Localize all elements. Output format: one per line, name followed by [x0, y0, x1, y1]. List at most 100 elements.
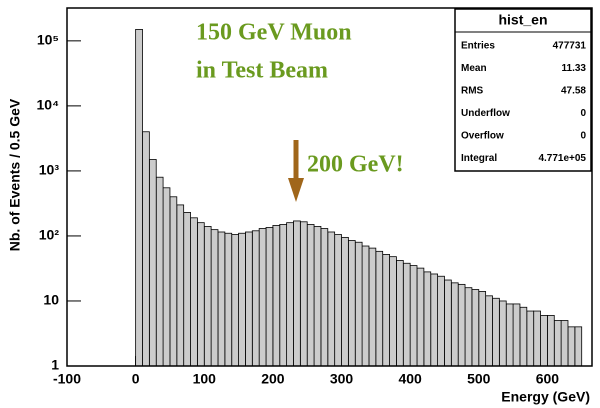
bar — [526, 310, 535, 367]
bar — [396, 260, 404, 367]
bar — [231, 234, 239, 367]
bar — [286, 222, 294, 367]
bar — [224, 232, 233, 367]
bar — [389, 256, 397, 367]
bar — [190, 217, 198, 367]
bar — [258, 228, 267, 367]
bar — [471, 289, 480, 367]
y-tick-label: 10³ — [39, 162, 60, 178]
stats-label: Integral — [461, 153, 497, 164]
stats-value: 0 — [580, 131, 586, 142]
bar — [382, 254, 390, 367]
bar — [574, 326, 583, 367]
stats-label: Overflow — [461, 131, 504, 142]
bar — [320, 228, 329, 367]
bar — [519, 306, 528, 367]
annotation: 150 GeV Muon — [196, 20, 352, 46]
bar — [162, 187, 171, 367]
bar — [409, 265, 418, 367]
bar — [512, 303, 521, 367]
y-tick-label: 10² — [39, 227, 60, 243]
bar — [560, 320, 569, 367]
bar — [203, 226, 212, 367]
bar — [183, 212, 191, 367]
stats-value: 0 — [580, 108, 586, 119]
stats-label: Mean — [461, 63, 487, 74]
bar — [245, 231, 253, 367]
stats-label: Entries — [461, 41, 495, 52]
bar — [293, 220, 301, 367]
plot-frame — [66, 7, 593, 367]
x-tick-label: 400 — [398, 371, 422, 387]
arrow-head — [288, 178, 304, 202]
bar — [546, 314, 555, 367]
bar — [299, 221, 308, 367]
bar — [347, 240, 356, 367]
stats-label: Underflow — [461, 108, 510, 119]
y-tick-label: 10⁴ — [37, 97, 60, 113]
bar — [540, 314, 548, 367]
bar — [155, 176, 164, 367]
x-tick-label: -100 — [53, 371, 81, 387]
bar — [334, 234, 342, 367]
x-tick-label: 500 — [467, 371, 491, 387]
bar — [444, 279, 452, 367]
y-axis-label: Nb. of Events / 0.5 GeV — [7, 98, 23, 251]
bar — [306, 224, 315, 367]
bar — [437, 275, 445, 367]
x-tick-label: 300 — [330, 371, 354, 387]
bar — [142, 131, 150, 367]
bar — [354, 241, 363, 367]
y-tick-label: 1 — [51, 357, 59, 373]
stats-box: hist_en Entries 477731 Mean 11.33 RMS 47.58 Un… — [454, 8, 592, 172]
bar — [341, 236, 349, 367]
bar — [327, 231, 336, 367]
bar — [169, 196, 178, 367]
bar — [265, 227, 274, 367]
bar — [176, 204, 185, 367]
bar — [492, 297, 500, 367]
bar — [450, 282, 459, 367]
bar — [478, 291, 487, 367]
stats-value: 4.771e+05 — [538, 153, 586, 164]
stats-label: RMS — [461, 86, 484, 97]
bar — [238, 232, 246, 367]
bar — [368, 247, 377, 367]
annotation: in Test Beam — [196, 58, 328, 84]
bar — [402, 262, 411, 367]
x-axis-label: Energy (GeV) — [501, 389, 590, 405]
y-tick-label: 10 — [43, 292, 59, 308]
bar — [505, 303, 514, 367]
bar — [313, 226, 322, 367]
bar — [279, 224, 288, 367]
bar — [464, 287, 473, 367]
bar — [375, 250, 384, 367]
bar — [553, 320, 562, 367]
bar — [457, 283, 466, 367]
bar — [217, 231, 226, 367]
stats-value: 47.58 — [561, 86, 586, 97]
bar — [196, 222, 205, 367]
bar — [361, 245, 370, 367]
bar — [533, 310, 541, 367]
bar — [210, 229, 219, 367]
x-tick-label: 600 — [536, 371, 560, 387]
bar — [485, 295, 493, 367]
stats-value: 11.33 — [562, 63, 587, 74]
bar — [135, 28, 143, 367]
x-tick-label: 0 — [132, 371, 140, 387]
bar — [416, 267, 425, 367]
bar — [423, 271, 432, 367]
y-tick-label: 10⁵ — [37, 32, 59, 48]
bar — [567, 326, 576, 367]
stats-frame — [454, 8, 592, 172]
bar — [498, 300, 507, 367]
bar — [272, 225, 281, 367]
stats-title: hist_en — [498, 12, 547, 28]
bar — [148, 159, 157, 367]
bar — [430, 273, 438, 367]
bar — [251, 230, 260, 367]
annotation: 200 GeV! — [307, 152, 404, 178]
